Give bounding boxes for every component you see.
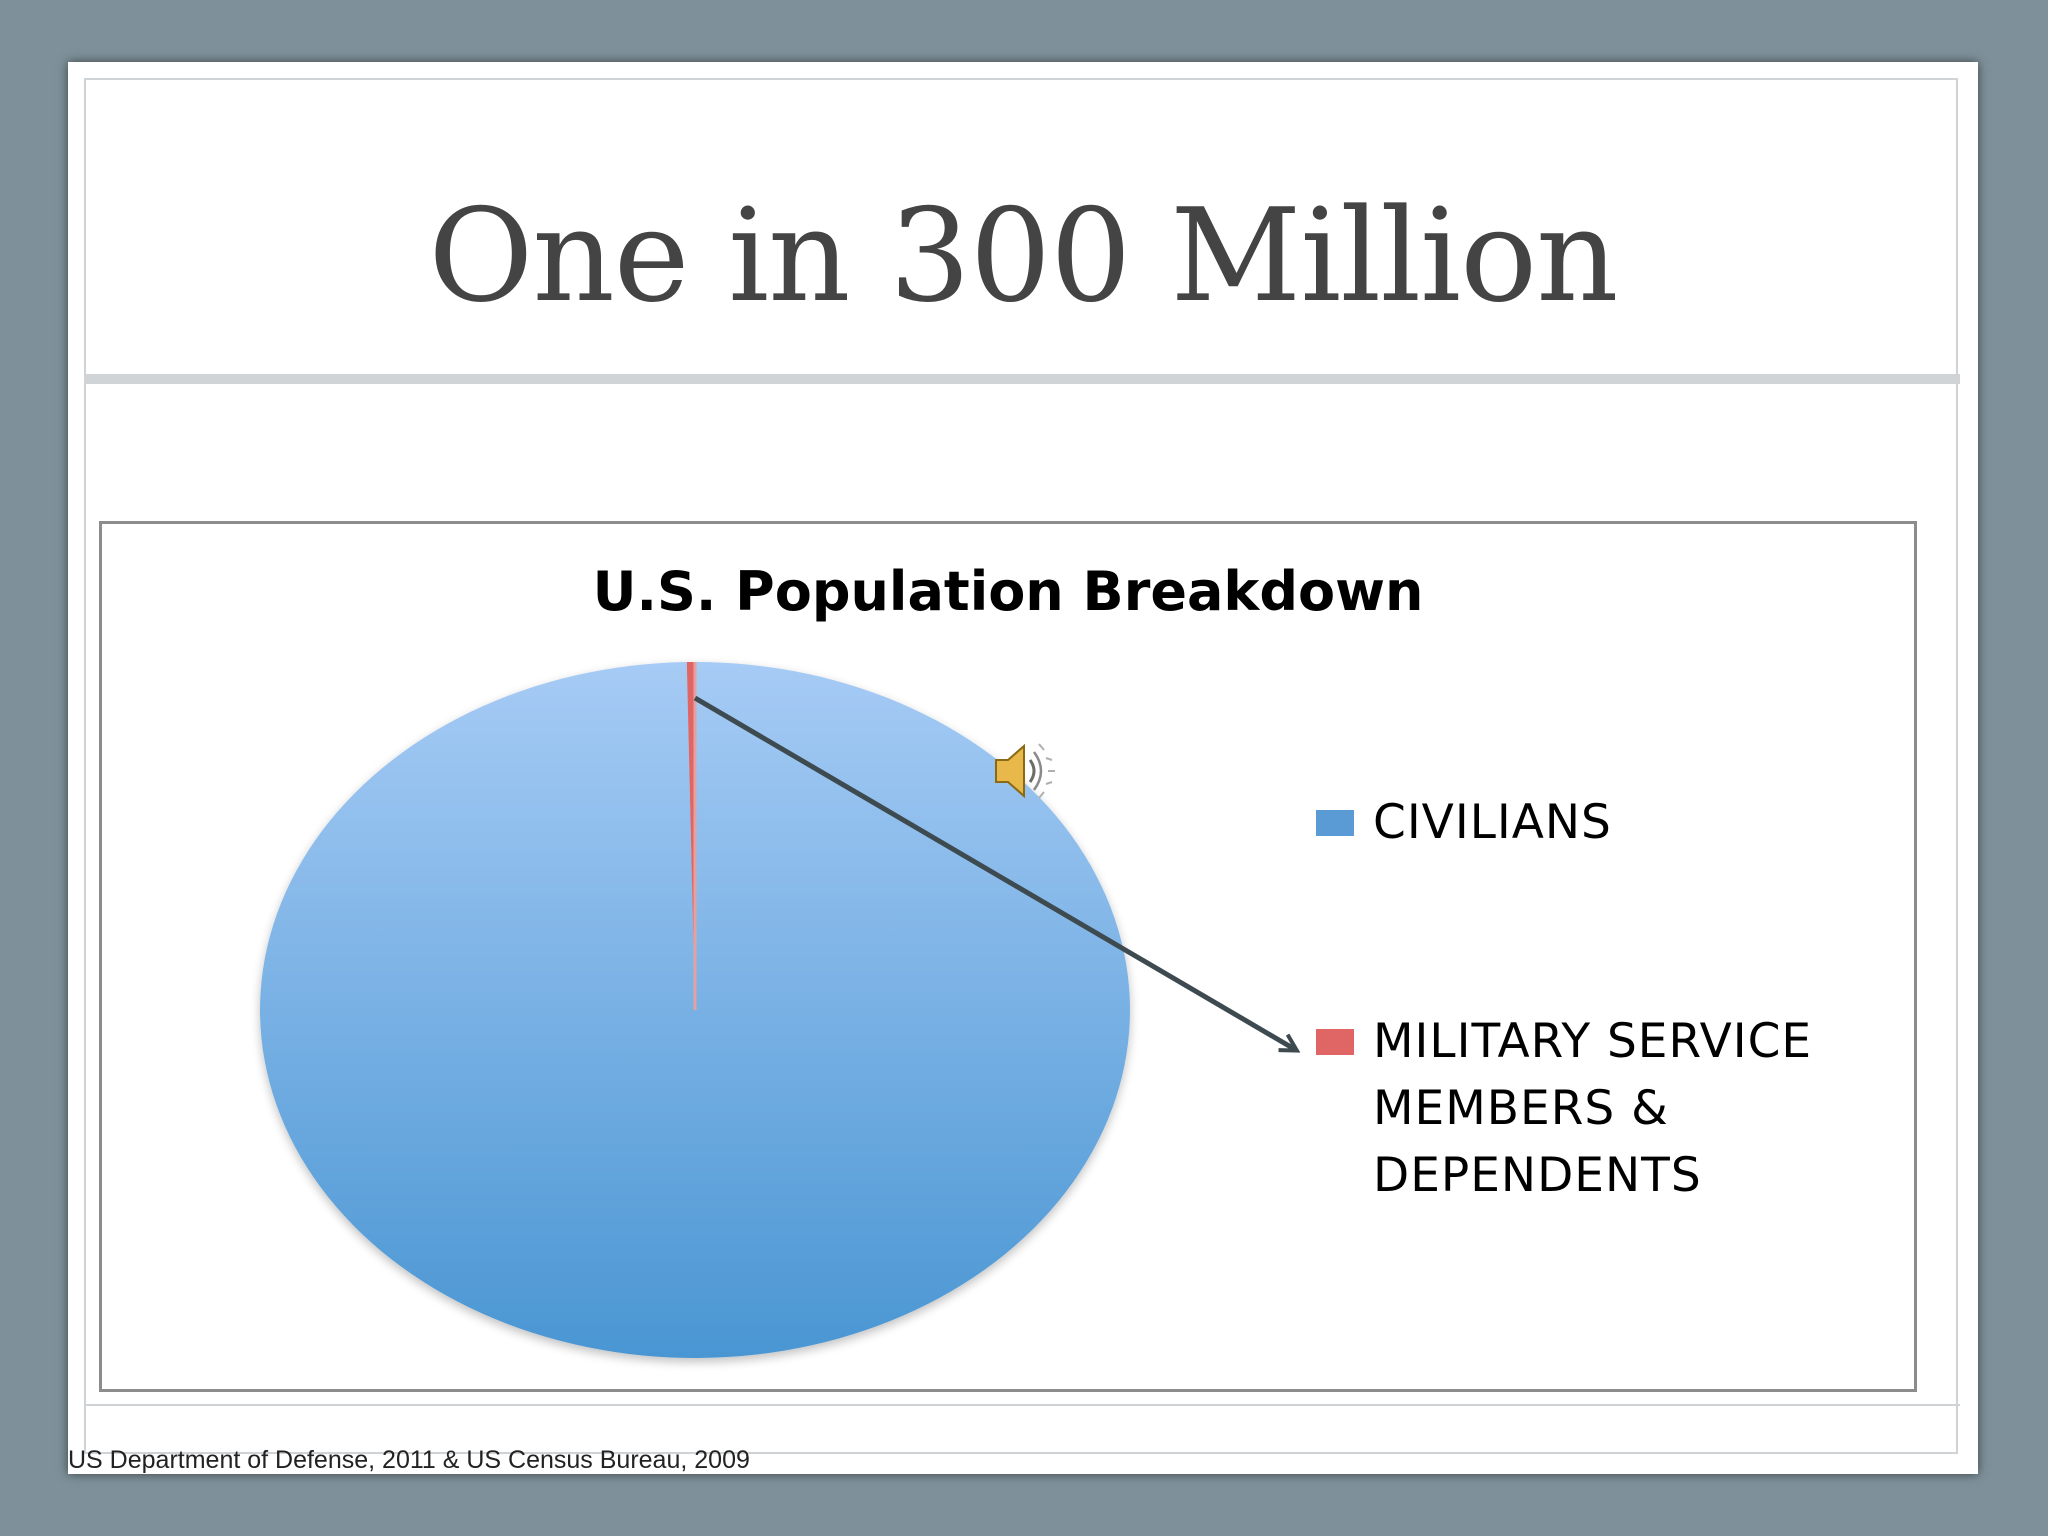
chart-title: U.S. Population Breakdown xyxy=(593,560,1424,623)
legend-label-1-1: MEMBERS & xyxy=(1373,1081,1669,1136)
pie-slice-civilians xyxy=(260,662,1131,1359)
legend-swatch-1 xyxy=(1316,1029,1354,1055)
legend-swatch-0 xyxy=(1316,810,1354,836)
legend-label-1-2: DEPENDENTS xyxy=(1373,1148,1702,1203)
legend-label-0-0: CIVILIANS xyxy=(1373,795,1612,850)
slide-inner-frame xyxy=(84,78,1958,1454)
slide-title: One in 300 Million xyxy=(428,182,1618,331)
speaker-icon[interactable] xyxy=(995,743,1055,799)
chart-legend: CIVILIANS MILITARY SERVICE MEMBERS & DEPEND… xyxy=(1316,795,1812,1203)
footer-divider xyxy=(84,1404,1960,1406)
annotation-arrow xyxy=(693,695,1296,1050)
pie-slices xyxy=(260,662,1131,1359)
legend-label-1-0: MILITARY SERVICE xyxy=(1373,1014,1812,1069)
pie-slice-military xyxy=(686,662,695,1010)
source-citation: US Department of Defense, 2011 & US Cens… xyxy=(68,1446,750,1474)
title-divider xyxy=(84,374,1960,384)
